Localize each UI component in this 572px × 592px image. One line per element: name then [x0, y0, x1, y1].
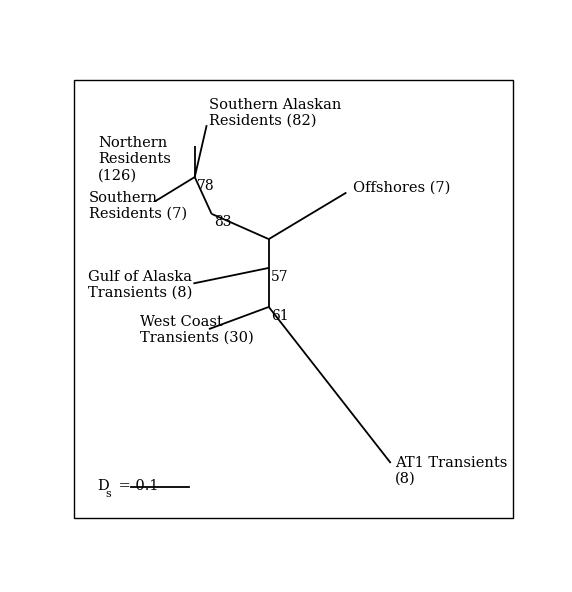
Text: s: s [105, 488, 111, 498]
Text: 78: 78 [197, 179, 214, 193]
Text: Gulf of Alaska
Transients (8): Gulf of Alaska Transients (8) [88, 270, 193, 300]
Text: Northern
Residents
(126): Northern Residents (126) [98, 136, 171, 182]
Text: AT1 Transients
(8): AT1 Transients (8) [395, 456, 507, 486]
Text: Southern Alaskan
Residents (82): Southern Alaskan Residents (82) [209, 98, 341, 128]
Text: West Coast
Transients (30): West Coast Transients (30) [140, 315, 254, 345]
Text: Offshores (7): Offshores (7) [353, 180, 450, 194]
Text: = 0.1: = 0.1 [114, 478, 158, 493]
Text: Southern
Residents (7): Southern Residents (7) [89, 191, 188, 221]
Text: D: D [97, 478, 109, 493]
Text: 61: 61 [271, 309, 289, 323]
FancyBboxPatch shape [74, 79, 513, 519]
Text: 83: 83 [214, 215, 232, 229]
Text: 57: 57 [271, 270, 289, 284]
